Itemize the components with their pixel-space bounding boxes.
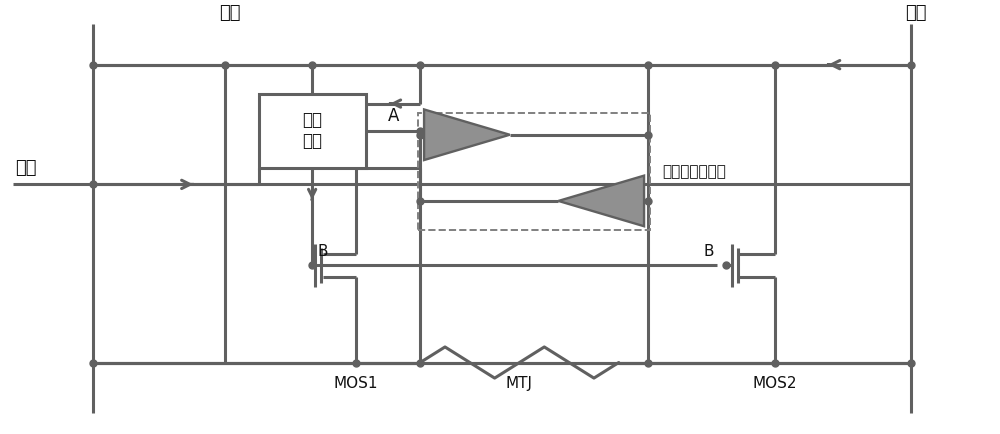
Text: 源线: 源线 [220,4,241,22]
Text: 双稳态电路单元: 双稳态电路单元 [663,164,726,179]
Bar [259,94,366,168]
Polygon shape [558,176,644,226]
Polygon shape [424,109,510,160]
Text: MOS2: MOS2 [752,376,797,391]
Text: MTJ: MTJ [506,376,533,391]
Text: 控制
单元: 控制 单元 [302,112,322,150]
Text: A: A [387,107,399,125]
Text: B: B [318,244,328,260]
Text: MOS1: MOS1 [334,376,378,391]
Text: 字线: 字线 [15,158,37,177]
Text: B: B [704,244,714,260]
Text: 位线: 位线 [905,4,926,22]
Bar [418,113,650,230]
